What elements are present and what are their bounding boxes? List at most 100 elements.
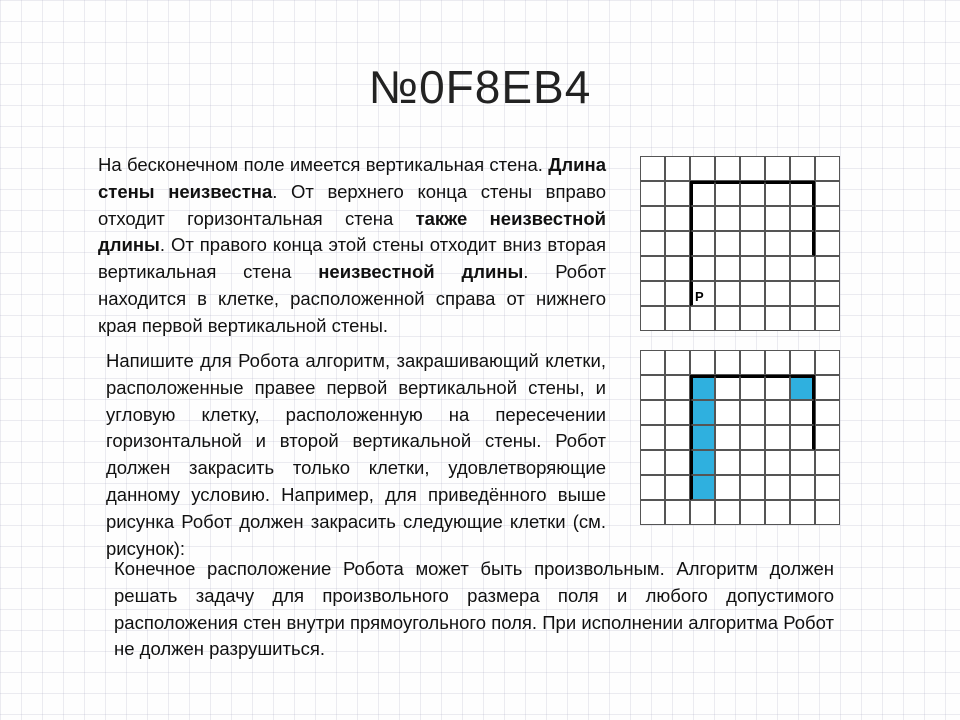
grid-cell <box>790 450 815 475</box>
grid-cell <box>815 425 840 450</box>
grid-cell <box>690 181 715 206</box>
grid-cell <box>665 375 690 400</box>
grid-cell <box>790 475 815 500</box>
grid-cell <box>715 231 740 256</box>
grid-cell <box>715 450 740 475</box>
grid-cell <box>815 181 840 206</box>
grid-cell <box>715 306 740 331</box>
grid-cell <box>765 350 790 375</box>
grid-cell <box>665 281 690 306</box>
grid-cell <box>815 256 840 281</box>
grid-cell <box>790 281 815 306</box>
robot-label: Р <box>695 289 704 304</box>
grid-cell <box>765 281 790 306</box>
grid-cell <box>790 206 815 231</box>
grid-cell <box>690 231 715 256</box>
grid-cell <box>765 156 790 181</box>
grid-cell <box>790 350 815 375</box>
grid-cell <box>765 306 790 331</box>
grid-cell <box>815 206 840 231</box>
grid-cell <box>640 306 665 331</box>
grid-cell <box>765 231 790 256</box>
grid-cell <box>790 425 815 450</box>
grid-cell <box>715 156 740 181</box>
paragraph-3: Конечное расположение Робота может быть … <box>114 556 834 663</box>
grid-cell <box>640 500 665 525</box>
grid-cell <box>765 500 790 525</box>
grid-cell <box>790 375 815 400</box>
grid-cell <box>765 475 790 500</box>
grid-cell <box>690 350 715 375</box>
grid-cell <box>640 450 665 475</box>
grid-cell <box>640 206 665 231</box>
grid-cell <box>640 400 665 425</box>
grid-cell <box>740 450 765 475</box>
grid-cell: Р <box>690 281 715 306</box>
grid-cell <box>715 350 740 375</box>
grid-cell <box>790 231 815 256</box>
grid-cell <box>740 375 765 400</box>
grid-diagram-2 <box>640 350 840 525</box>
grid-cell <box>765 181 790 206</box>
grid-cell <box>640 181 665 206</box>
grid-cell <box>665 181 690 206</box>
grid-cell <box>640 350 665 375</box>
grid-cell <box>715 475 740 500</box>
grid-cell <box>815 231 840 256</box>
grid-cell <box>740 306 765 331</box>
grid-cell <box>765 256 790 281</box>
grid-cell <box>690 306 715 331</box>
grid-cell <box>665 350 690 375</box>
page-title: №0F8EB4 <box>0 60 960 114</box>
grid-cell <box>715 206 740 231</box>
grid-cell <box>640 256 665 281</box>
paragraph-2: Напишите для Робота алгоритм, закрашиваю… <box>106 348 606 563</box>
grid-cell <box>665 400 690 425</box>
grid-cell <box>665 500 690 525</box>
grid-cell <box>715 181 740 206</box>
paragraph-1: На бесконечном поле имеется вертикальная… <box>98 152 606 340</box>
grid-cell <box>690 256 715 281</box>
grid-cell <box>790 400 815 425</box>
grid-diagram-1: Р <box>640 156 840 331</box>
grid-cell <box>765 375 790 400</box>
grid-cell <box>665 475 690 500</box>
grid-cell <box>640 231 665 256</box>
grid-cell <box>715 281 740 306</box>
grid-cell <box>665 231 690 256</box>
grid-cell <box>790 156 815 181</box>
grid-cell <box>665 256 690 281</box>
grid-cell <box>665 206 690 231</box>
grid-cell <box>665 306 690 331</box>
grid-cell <box>690 450 715 475</box>
grid-cell <box>640 281 665 306</box>
grid-cell <box>815 156 840 181</box>
grid-cell <box>740 400 765 425</box>
grid-cell <box>690 400 715 425</box>
grid-cell <box>715 425 740 450</box>
grid-cell <box>740 500 765 525</box>
grid-cell <box>815 400 840 425</box>
grid-cell <box>790 500 815 525</box>
grid-cell <box>790 306 815 331</box>
grid-cell <box>715 400 740 425</box>
grid-cell <box>715 256 740 281</box>
grid-cell <box>640 475 665 500</box>
grid-cell <box>690 206 715 231</box>
grid-cell <box>765 206 790 231</box>
grid-cell <box>665 450 690 475</box>
grid-cell <box>790 181 815 206</box>
grid-cell <box>740 256 765 281</box>
grid-cell <box>740 475 765 500</box>
grid-cell <box>765 450 790 475</box>
grid-cell <box>640 425 665 450</box>
grid-cell <box>665 425 690 450</box>
grid-cell <box>715 500 740 525</box>
grid-cell <box>815 306 840 331</box>
grid-cell <box>815 475 840 500</box>
grid-cell <box>815 500 840 525</box>
grid-cell <box>690 500 715 525</box>
grid-cell <box>815 375 840 400</box>
grid-cell <box>740 350 765 375</box>
grid-cell <box>790 256 815 281</box>
